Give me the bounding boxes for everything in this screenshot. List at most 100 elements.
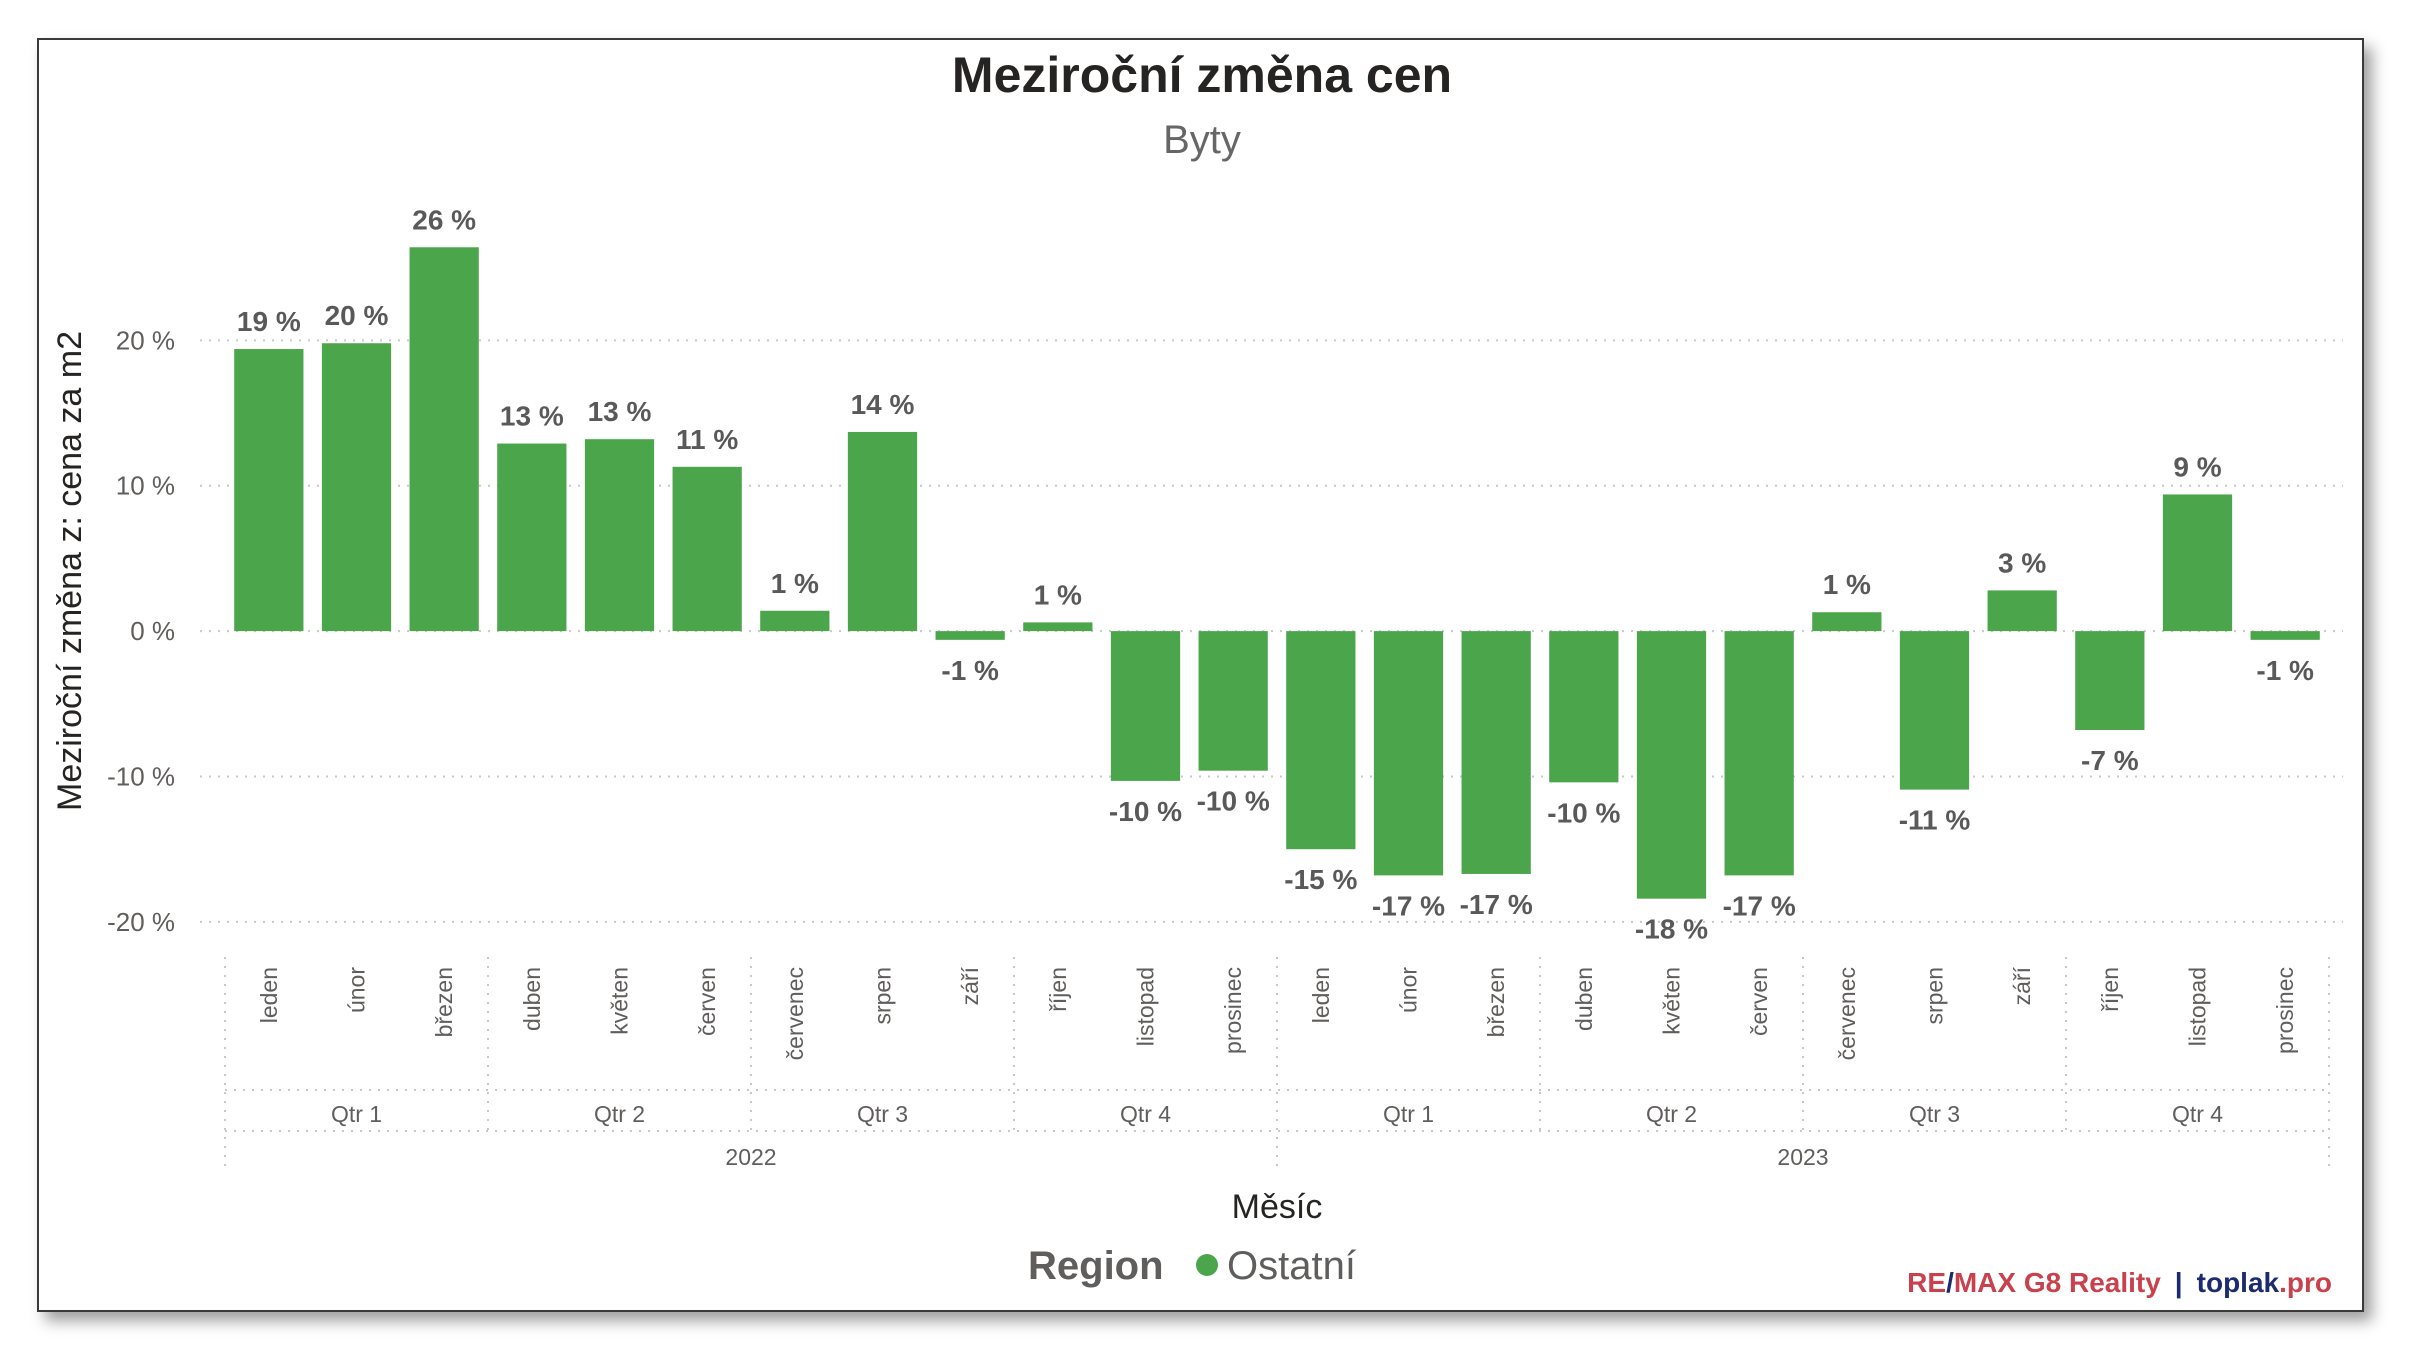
bar bbox=[847, 431, 918, 632]
bar bbox=[1636, 631, 1707, 899]
bar bbox=[1812, 612, 1882, 632]
x-tick-quarter: Qtr 1 bbox=[331, 1101, 382, 1127]
bar bbox=[2162, 494, 2233, 632]
y-axis-title: Meziroční změna z: cena za m2 bbox=[51, 331, 89, 811]
data-label: -18 % bbox=[1635, 914, 1708, 945]
x-tick-month: červen bbox=[1746, 967, 1772, 1036]
bar bbox=[321, 343, 392, 632]
x-tick-month: listopad bbox=[1133, 967, 1159, 1046]
data-label: -1 % bbox=[941, 655, 999, 686]
data-label: -11 % bbox=[1899, 805, 1971, 836]
x-tick-month: srpen bbox=[1922, 967, 1948, 1025]
data-label: -17 % bbox=[1372, 890, 1445, 921]
data-label: 1 % bbox=[1823, 569, 1871, 600]
brand-remax-re: RE bbox=[1907, 1267, 1946, 1298]
brand-site-name: toplak bbox=[2197, 1267, 2280, 1298]
bar bbox=[1461, 631, 1531, 874]
x-tick-month: únor bbox=[344, 967, 370, 1013]
data-label: -10 % bbox=[1547, 797, 1620, 828]
data-label: 1 % bbox=[1034, 579, 1082, 610]
y-axis-ticks: 20 % 10 % 0 % -10 % -20 % bbox=[107, 325, 175, 937]
bar bbox=[234, 349, 304, 632]
x-tick-quarter: Qtr 4 bbox=[2172, 1101, 2223, 1127]
x-tick-quarter: Qtr 3 bbox=[1909, 1101, 1960, 1127]
x-tick-month: srpen bbox=[870, 967, 896, 1025]
x-tick-quarter: Qtr 2 bbox=[1646, 1101, 1697, 1127]
legend-marker-icon bbox=[1196, 1254, 1218, 1276]
data-label: -7 % bbox=[2081, 745, 2139, 776]
data-label: 1 % bbox=[771, 568, 819, 599]
data-label: 11 % bbox=[676, 424, 738, 455]
chart-title: Meziroční změna cen bbox=[952, 47, 1452, 103]
y-tick-label: -20 % bbox=[107, 907, 175, 937]
bar bbox=[1198, 631, 1268, 771]
x-tick-year: 2023 bbox=[1777, 1144, 1828, 1170]
x-tick-quarter: Qtr 4 bbox=[1120, 1101, 1171, 1127]
chart-subtitle: Byty bbox=[1163, 118, 1241, 162]
data-label: 13 % bbox=[588, 396, 652, 427]
x-tick-quarter: Qtr 2 bbox=[594, 1101, 645, 1127]
bar bbox=[2250, 631, 2320, 640]
y-tick-label: -10 % bbox=[107, 762, 175, 792]
x-tick-month: únor bbox=[1396, 967, 1422, 1013]
x-tick-month: prosinec bbox=[1220, 967, 1246, 1054]
x-tick-month: červenec bbox=[1834, 967, 1860, 1060]
bar bbox=[409, 247, 479, 632]
x-tick-quarter: Qtr 3 bbox=[857, 1101, 908, 1127]
bar bbox=[1023, 622, 1093, 632]
x-tick-month: říjen bbox=[1045, 967, 1071, 1012]
bars bbox=[234, 247, 2320, 899]
x-tick-year: 2022 bbox=[725, 1144, 776, 1170]
data-label: 9 % bbox=[2173, 451, 2221, 482]
x-tick-month: březen bbox=[1483, 967, 1509, 1037]
brand-remax-slash: / bbox=[1946, 1267, 1954, 1298]
bar bbox=[1899, 631, 1970, 790]
brand-site-tld: .pro bbox=[2279, 1267, 2332, 1298]
x-tick-month: květen bbox=[607, 967, 633, 1035]
x-tick-month: prosinec bbox=[2272, 967, 2298, 1054]
legend-title: Region bbox=[1028, 1244, 1164, 1288]
bar bbox=[1373, 631, 1444, 876]
data-label: -10 % bbox=[1197, 786, 1270, 817]
x-tick-month: červen bbox=[694, 967, 720, 1036]
data-label: 14 % bbox=[851, 389, 915, 420]
x-tick-quarter: Qtr 1 bbox=[1383, 1101, 1434, 1127]
gridlines bbox=[200, 339, 2343, 923]
x-tick-month: duben bbox=[1571, 967, 1597, 1031]
data-labels: 19 % 20 % 26 % 13 % 13 % 11 % 1 % 14 % -1 % 1 % -1… bbox=[237, 204, 2314, 944]
data-label: -17 % bbox=[1460, 889, 1533, 920]
x-tick-month: září bbox=[957, 966, 983, 1005]
data-label: 26 % bbox=[412, 204, 476, 235]
bar bbox=[584, 439, 655, 632]
x-tick-month: září bbox=[2009, 966, 2035, 1005]
bar bbox=[1549, 631, 1619, 783]
bar bbox=[1724, 631, 1794, 876]
bar bbox=[760, 610, 830, 632]
data-label: 19 % bbox=[237, 306, 301, 337]
brand-separator: | bbox=[2175, 1267, 2183, 1298]
bar bbox=[1987, 590, 2057, 632]
legend-entry-label[interactable]: Ostatní bbox=[1227, 1244, 1356, 1288]
data-label: 3 % bbox=[1998, 547, 2046, 578]
bar bbox=[672, 466, 742, 632]
bar bbox=[2075, 631, 2145, 730]
x-tick-month: březen bbox=[431, 967, 457, 1037]
x-tick-month: říjen bbox=[2097, 967, 2123, 1012]
x-tick-month: duben bbox=[519, 967, 545, 1031]
data-label: -17 % bbox=[1723, 890, 1796, 921]
x-tick-month: leden bbox=[256, 967, 282, 1023]
brand-remax-rest: MAX G8 Reality bbox=[1954, 1267, 2161, 1298]
data-label: 13 % bbox=[500, 401, 564, 432]
data-label: 20 % bbox=[325, 300, 389, 331]
y-tick-label: 0 % bbox=[130, 616, 175, 646]
data-label: -10 % bbox=[1109, 796, 1182, 827]
bar bbox=[1110, 631, 1181, 781]
x-tick-month: listopad bbox=[2185, 967, 2211, 1046]
data-label: -1 % bbox=[2256, 655, 2314, 686]
bar bbox=[497, 443, 567, 632]
x-tick-month: květen bbox=[1659, 967, 1685, 1035]
branding: RE/MAX G8 Reality | toplak.pro bbox=[1907, 1267, 2332, 1298]
x-axis-title: Měsíc bbox=[1232, 1188, 1323, 1226]
x-axis-hierarchy: leden únor březen duben květen červen červenec… bbox=[224, 957, 2330, 1173]
